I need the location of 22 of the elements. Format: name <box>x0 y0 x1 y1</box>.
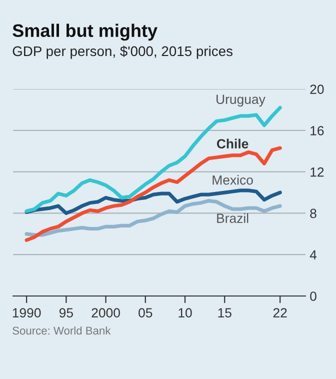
y-tick-label: 12 <box>310 167 324 177</box>
y-tick-label: 0 <box>310 292 316 301</box>
x-tick-label: 15 <box>218 308 232 318</box>
x-tick-label: 22 <box>273 308 287 318</box>
x-tick-label: 1990 <box>12 308 41 318</box>
series-label: Brazil <box>217 213 248 223</box>
chart-title: Small but mighty <box>12 24 158 41</box>
y-tick-label: 16 <box>310 126 324 136</box>
x-tick-label: 2000 <box>92 308 120 318</box>
y-tick-label: 20 <box>310 84 324 94</box>
x-tick-label: 95 <box>59 308 73 318</box>
series-label: Mexico <box>212 175 253 185</box>
line-series <box>24 199 282 237</box>
x-tick-label: 05 <box>138 308 152 318</box>
y-tick-label: 8 <box>310 208 316 218</box>
source-note: Source: World Bank <box>12 326 111 335</box>
chart-subtitle: GDP per person, $'000, 2015 prices <box>12 46 232 59</box>
line-series <box>24 106 282 213</box>
x-tick-label: 10 <box>178 308 192 318</box>
y-tick-label: 4 <box>310 250 317 260</box>
series-label: Uruguay <box>216 94 266 107</box>
series-label: Chile <box>216 138 248 148</box>
